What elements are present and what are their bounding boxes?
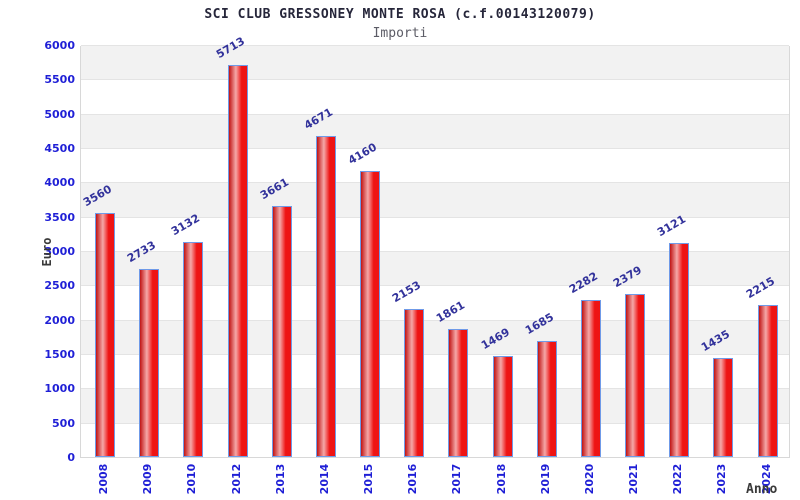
- y-tick-label: 2000: [44, 313, 75, 327]
- y-tick-label: 2500: [44, 279, 75, 293]
- plot-area: [80, 45, 790, 458]
- bar-2017: [448, 329, 469, 457]
- y-tick-label: 1500: [44, 348, 75, 361]
- x-tick-label: 2009: [141, 463, 155, 495]
- y-tick-label: 4500: [44, 142, 75, 155]
- bar-2020: [580, 300, 601, 457]
- y-tick-label: 0: [67, 451, 75, 464]
- plot-band: [81, 79, 789, 114]
- x-tick-label: 2022: [671, 463, 685, 495]
- x-tick-label: 2018: [494, 463, 508, 495]
- plot-band: [81, 45, 789, 80]
- bar-2022: [669, 242, 690, 457]
- x-tick-label: 2017: [450, 463, 464, 495]
- x-tick-label: 2014: [317, 463, 331, 495]
- x-tick-label: 2010: [185, 463, 199, 495]
- bar-2015: [360, 171, 381, 457]
- y-tick-label: 6000: [44, 39, 75, 52]
- chart-title: SCI CLUB GRESSONEY MONTE ROSA (c.f.00143…: [204, 7, 596, 22]
- x-tick-label: 2023: [715, 463, 729, 495]
- x-tick-label: 2012: [229, 463, 243, 495]
- bar-2023: [713, 358, 734, 457]
- y-tick-label: 500: [52, 416, 75, 430]
- bar-2009: [139, 269, 160, 457]
- x-tick-label: 2020: [582, 463, 596, 495]
- y-axis-title: Euro: [40, 237, 54, 267]
- bar-2018: [492, 356, 513, 457]
- x-axis-title: Anno: [746, 482, 778, 497]
- x-tick-label: 2008: [97, 463, 110, 495]
- y-tick-label: 3500: [44, 210, 75, 224]
- bar-2021: [625, 293, 646, 457]
- bar-2024: [757, 304, 778, 457]
- y-tick-label: 4000: [44, 176, 75, 190]
- x-tick-label: 2015: [362, 463, 376, 495]
- y-tick-label: 5500: [44, 73, 75, 87]
- plot-band: [81, 113, 789, 148]
- bar-2010: [183, 241, 204, 457]
- bar-2016: [404, 309, 425, 457]
- x-tick-label: 2016: [406, 463, 420, 495]
- x-tick-label: 2019: [538, 463, 552, 495]
- x-tick-label: 2013: [273, 463, 287, 495]
- y-tick-label: 5000: [44, 107, 75, 121]
- y-tick-label: 3000: [44, 245, 75, 258]
- bar-2014: [315, 136, 336, 457]
- x-tick-label: 2021: [627, 463, 641, 495]
- plot-band: [81, 182, 789, 217]
- plot-band: [81, 148, 789, 183]
- bar-2008: [95, 212, 115, 457]
- bar-2019: [536, 341, 557, 457]
- chart-subtitle: Importi: [372, 26, 428, 41]
- y-tick-label: 1000: [44, 382, 75, 396]
- bar-2012: [227, 64, 248, 457]
- bar-2013: [271, 205, 292, 457]
